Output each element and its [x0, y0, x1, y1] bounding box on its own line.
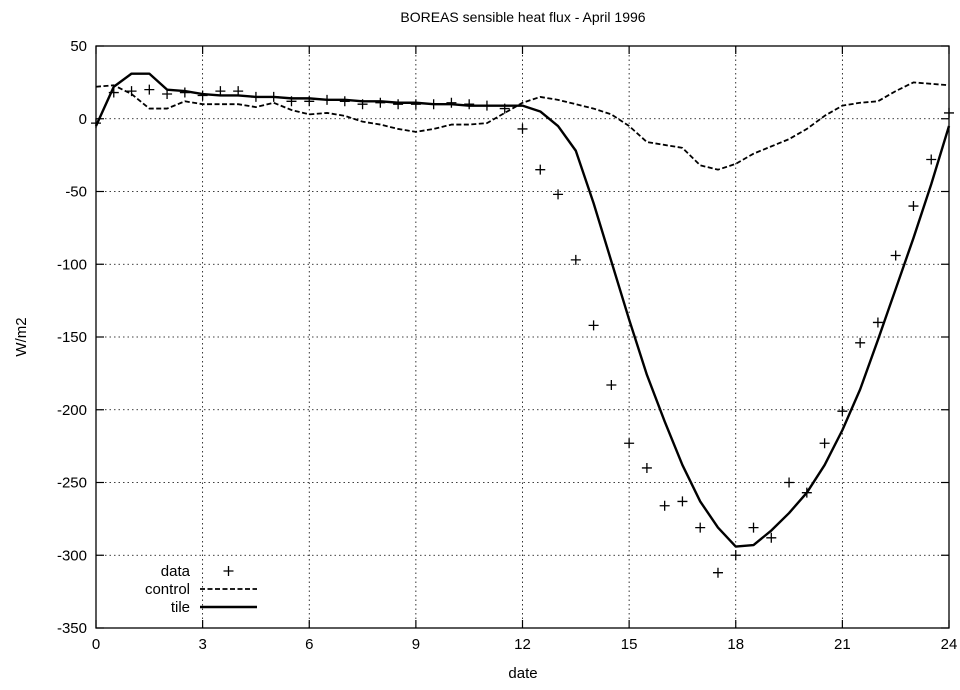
data-point [748, 522, 759, 533]
data-point [624, 438, 635, 449]
data-point [677, 496, 688, 507]
data-point [695, 522, 706, 533]
data-point [837, 406, 848, 417]
data-point [872, 317, 883, 328]
series-layer [91, 72, 954, 578]
data-point [517, 123, 528, 134]
x-tick-label: 21 [834, 636, 851, 653]
data-point [784, 477, 795, 488]
x-axis-label: date [508, 665, 537, 682]
tick-layer: 0 3 6 9 12 15 18 21 24 50 0 -50 -100 -150 -200 -250 -300… [57, 38, 957, 653]
data-point [766, 532, 777, 543]
series-control-line [95, 81, 950, 171]
data-point [890, 250, 901, 261]
y-tick-label: -250 [57, 475, 87, 492]
y-tick-label: 0 [79, 111, 87, 128]
data-point [606, 380, 617, 391]
legend-label-data: data [161, 563, 191, 580]
y-tick-label: -350 [57, 620, 87, 637]
x-tick-label: 9 [412, 636, 420, 653]
legend-label-tile: tile [171, 599, 190, 616]
x-tick-label: 15 [621, 636, 638, 653]
data-point [926, 154, 937, 165]
x-tick-label: 6 [305, 636, 313, 653]
x-tick-label: 3 [198, 636, 206, 653]
data-point [535, 164, 546, 175]
data-point [588, 320, 599, 331]
data-point [641, 462, 652, 473]
data-point [855, 337, 866, 348]
chart-title: BOREAS sensible heat flux - April 1996 [400, 9, 645, 25]
data-point [570, 254, 581, 265]
legend-marker-data [223, 566, 234, 576]
y-tick-label: -50 [65, 184, 87, 201]
y-tick-label: -150 [57, 329, 87, 346]
y-axis-label: W/m2 [13, 317, 30, 356]
data-point [712, 567, 723, 578]
data-point [446, 97, 457, 108]
data-point [819, 438, 830, 449]
x-tick-label: 18 [727, 636, 744, 653]
x-tick-label: 0 [92, 636, 100, 653]
series-tile-line [94, 72, 951, 548]
y-tick-label: 50 [70, 38, 87, 55]
data-point [144, 84, 155, 95]
data-point [730, 550, 741, 561]
data-point [393, 99, 404, 110]
y-tick-label: -300 [57, 547, 87, 564]
data-point [908, 201, 919, 212]
legend-label-control: control [145, 581, 190, 598]
data-point [659, 500, 670, 511]
x-tick-label: 24 [941, 636, 958, 653]
x-tick-label: 12 [514, 636, 531, 653]
y-tick-label: -200 [57, 402, 87, 419]
y-tick-label: -100 [57, 256, 87, 273]
data-point [553, 189, 564, 200]
